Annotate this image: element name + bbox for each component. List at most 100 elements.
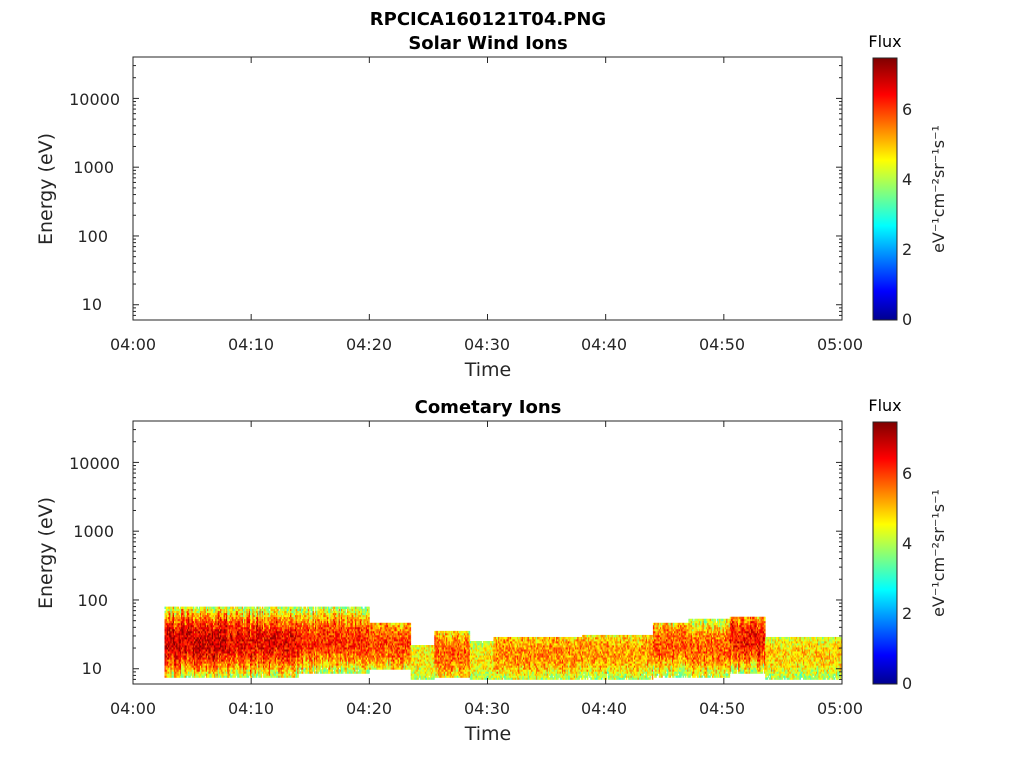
spectrogram-cell [225,641,228,644]
spectrogram-cell [293,641,296,644]
spectrogram-cell [236,675,239,678]
spectrogram-cell [176,626,178,630]
spectrogram-cell [202,622,204,626]
spectrogram-cell [223,612,226,616]
spectrogram-cell [272,606,275,610]
spectrogram-cell [252,612,254,616]
spectrogram-cell [204,618,207,622]
spectrogram-cell [266,616,269,620]
spectrogram-cell [223,649,226,652]
spectrogram-cell [215,663,217,666]
spectrogram-cell [330,657,332,660]
spectrogram-cell [190,622,193,626]
spectrogram-cell [310,655,312,658]
spectrogram-cell [268,673,271,676]
spectrogram-cell [257,620,259,624]
spectrogram-cell [288,612,291,616]
spectrogram-cell [197,661,200,664]
spectrogram-cell [189,626,191,630]
spectrogram-cell [293,657,296,660]
spectrogram-cell [242,647,245,650]
spectrogram-cell [317,663,319,666]
spectrogram-cell [260,632,263,636]
spectrogram-cell [214,643,216,646]
spectrogram-cell [185,638,188,642]
spectrogram-cell [194,612,196,616]
spectrogram-cell [241,616,244,620]
spectrogram-cell [236,612,239,616]
spectrogram-cell [170,624,172,628]
spectrogram-cell [217,616,220,620]
spectrogram-cell [268,638,271,642]
spectrogram-cell [268,610,271,614]
spectrogram-cell [210,649,213,652]
spectrogram-cell [314,634,317,638]
spectrogram-cell [181,673,183,676]
spectrogram-cell [203,632,206,636]
spectrogram-cell [280,606,283,610]
spectrogram-cell [170,630,172,634]
spectrogram-cell [285,663,288,666]
spectrogram-cell [248,612,251,616]
spectrogram-cell [198,669,201,672]
spectrogram-cell [301,636,304,640]
spectrogram-cell [192,655,195,658]
spectrogram-cell [264,628,266,632]
spectrogram-cell [305,661,308,664]
spectrogram-cell [249,606,252,610]
spectrogram-cell [195,671,197,674]
spectrogram-cell [327,634,330,638]
spectrogram-cell [285,655,288,658]
spectrogram-cell [272,614,275,618]
spectrogram-cell [299,612,302,616]
spectrogram-cell [283,632,285,636]
spectrogram-cell [227,608,230,612]
spectrogram-cell [310,614,312,618]
spectrogram-cell [183,651,185,654]
spectrogram-cell [210,653,213,656]
spectrogram-cell [191,641,194,644]
spectrogram-cell [205,643,208,646]
spectrogram-cell [324,632,327,636]
spectrogram-cell [313,616,316,620]
spectrogram-cell [316,671,318,674]
spectrogram-cell [326,606,329,610]
spectrogram-cell [314,653,317,656]
spectrogram-cell [239,667,241,670]
spectrogram-cell [284,612,286,616]
spectrogram-cell [261,669,264,672]
spectrogram-cell [283,628,285,632]
spectrogram-cell [246,643,249,646]
spectrogram-cell [257,659,259,662]
spectrogram-cell [251,663,253,666]
spectrogram-cell [259,657,262,660]
spectrogram-cell [297,618,299,622]
spectrogram-cell [212,671,215,674]
spectrogram-cell [267,626,270,630]
spectrogram-cell [179,624,182,628]
spectrogram-cell [280,653,283,656]
spectrogram-cell [183,649,185,652]
spectrogram-cell [303,655,305,658]
spectrogram-cell [185,610,188,614]
spectrogram-cell [278,663,280,666]
spectrogram-cell [264,663,266,666]
spectrogram-cell [322,657,324,660]
spectrogram-cell [329,649,331,652]
spectrogram-cell [191,628,194,632]
spectrogram-cell [232,630,234,634]
spectrogram-cell [215,638,217,642]
spectrogram-cell [218,645,221,648]
spectrogram-cell [204,606,207,610]
spectrogram-cell [232,610,234,614]
spectrogram-cell [330,628,332,632]
spectrogram-cell [265,614,267,618]
colorbar-gradient [872,57,898,321]
spectrogram-cell [175,610,177,614]
spectrogram-cell [274,620,277,624]
spectrogram-cell [274,630,277,634]
spectrogram-cell [202,651,204,654]
spectrogram-cell [238,669,240,672]
spectrogram-cell [172,673,175,676]
spectrogram-cell [297,636,299,640]
